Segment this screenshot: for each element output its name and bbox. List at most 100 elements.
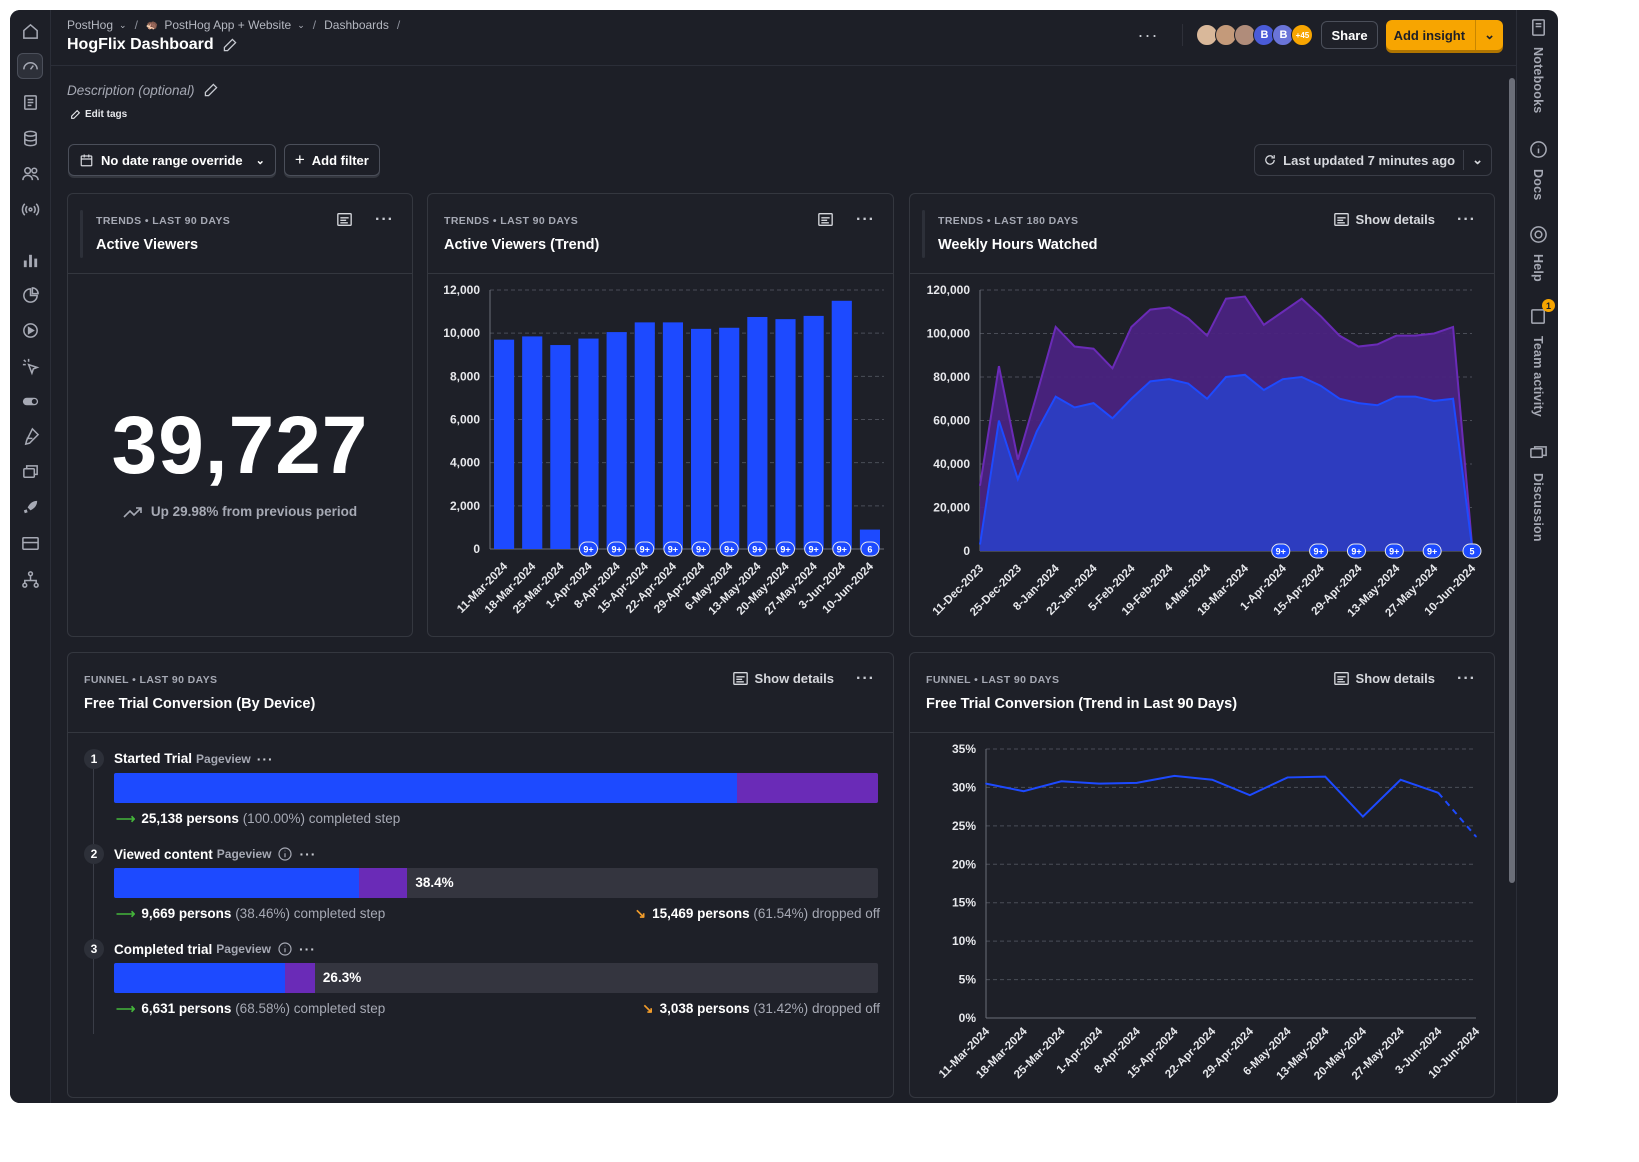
last-updated-button[interactable]: Last updated 7 minutes ago ⌄ [1254,144,1492,176]
dropped-persons: 3,038 persons [659,1001,750,1016]
dashboards-icon[interactable] [17,53,43,79]
scrollbar[interactable] [1509,78,1515,883]
feature-flags-icon[interactable] [17,388,43,414]
step-completed[interactable]: ⟶ 25,138 persons (100.00%) completed step [116,811,400,827]
step-dropped[interactable]: ↘ 15,469 persons (61.54%) dropped off [635,906,880,922]
weekly-hours-card[interactable]: TRENDS • LAST 180 DAYS Weekly Hours Watc… [909,193,1495,637]
experiments-icon[interactable] [17,423,43,449]
show-details-button[interactable]: Show details [732,671,834,686]
card-title[interactable]: Weekly Hours Watched [938,237,1098,253]
breadcrumb-dashboards[interactable]: Dashboards [324,18,389,32]
step-event: Pageview [216,847,272,861]
date-range-select[interactable]: No date range override ⌄ [68,144,276,176]
pencil-icon[interactable] [203,82,219,98]
info-icon[interactable] [277,846,293,862]
card-title[interactable]: Free Trial Conversion (Trend in Last 90 … [926,696,1238,712]
annotation-badge [691,541,711,557]
completed-pct: (68.58%) [235,1001,290,1016]
more-options-icon[interactable]: ··· [375,210,394,228]
active-viewers-trend-card[interactable]: TRENDS • LAST 90 DAYS Active Viewers (Tr… [427,193,894,637]
bar [831,300,852,549]
more-options-icon[interactable]: ··· [299,846,317,862]
surveys-icon[interactable] [17,459,43,485]
apps-icon[interactable] [17,566,43,592]
chevron-down-icon: ⌄ [255,154,265,167]
funnel-trend-line-chart[interactable]: 0%5%10%15%20%25%30%35%11-Mar-202418-Mar-… [910,733,1494,1097]
edit-tags-button[interactable]: Edit tags [70,109,127,120]
more-options-icon[interactable]: ··· [1457,210,1476,228]
add-insight-button[interactable]: Add insight ⌄ [1385,20,1503,50]
session-replay-icon[interactable] [17,317,43,343]
more-options-icon[interactable]: ··· [1137,25,1159,45]
step-bar[interactable]: 38.4% [114,868,878,898]
add-filter-button[interactable]: + Add filter [283,144,380,176]
add-insight-label[interactable]: Add insight [1393,27,1466,43]
annotation-badge-label: 9+ [809,545,819,555]
persons-icon[interactable] [17,160,43,186]
step-title: Completed trial [114,941,213,957]
chevron-down-icon[interactable]: ⌄ [119,19,127,30]
step-bar[interactable]: 26.3% [114,963,878,993]
step-bar-percent: 38.4% [415,875,454,890]
data-pipeline-icon[interactable] [17,530,43,556]
more-options-icon[interactable]: ··· [1457,669,1476,687]
show-details-button[interactable]: Show details [1333,671,1435,686]
web-analytics-icon[interactable] [17,282,43,308]
breadcrumb-project[interactable]: PostHog App + Website [164,18,292,32]
avatar[interactable]: +45 [1291,24,1314,46]
info-icon[interactable] [277,941,293,957]
details-icon[interactable] [817,212,834,227]
funnel-by-device-card[interactable]: FUNNEL • LAST 90 DAYS Free Trial Convers… [67,652,894,1098]
page-title-row: HogFlix Dashboard [67,36,238,54]
help-tab[interactable]: Help [1517,225,1558,282]
more-options-icon[interactable]: ··· [298,941,316,957]
chevron-down-icon[interactable]: ⌄ [1475,20,1503,50]
notebook-icon [1531,19,1545,36]
notebook-icon[interactable] [17,89,43,115]
more-options-icon[interactable]: ··· [856,210,875,228]
chevron-down-icon[interactable]: ⌄ [1463,150,1491,170]
card-title[interactable]: Active Viewers (Trend) [444,237,600,253]
early-access-icon[interactable] [17,494,43,520]
docs-tab[interactable]: Docs [1517,140,1558,200]
more-options-icon[interactable]: ··· [856,669,875,687]
avatar-stack[interactable]: B B +45 [1182,24,1314,46]
active-viewers-bar-chart[interactable]: 0 2,000 4,000 6,000 8,000 10,000 12,000 9+ 9+ 9+ 9… [428,274,893,636]
card-title[interactable]: Free Trial Conversion (By Device) [84,696,316,712]
step-dropped[interactable]: ↘ 3,038 persons (31.42%) dropped off [642,1001,880,1017]
description-field[interactable]: Description (optional) [67,82,219,98]
annotation-badge-label: 9+ [583,545,593,555]
activity-icon[interactable] [17,196,43,222]
card-title[interactable]: Active Viewers [96,237,199,253]
active-viewers-card[interactable]: TRENDS • LAST 90 DAYS Active Viewers ···… [67,193,413,637]
line-point [1475,835,1477,838]
description-placeholder[interactable]: Description (optional) [67,82,195,98]
line-point [1399,778,1402,781]
more-options-icon[interactable]: ··· [256,750,274,767]
product-analytics-icon[interactable] [17,247,43,273]
funnel-trend-card[interactable]: FUNNEL • LAST 90 DAYS Free Trial Convers… [909,652,1495,1098]
card-header: FUNNEL • LAST 90 DAYS Free Trial Convers… [68,653,893,733]
step-completed[interactable]: ⟶ 9,669 persons (38.46%) completed step [116,906,385,922]
chevron-down-icon[interactable]: ⌄ [297,19,305,30]
weekly-hours-area-chart[interactable]: 0 20,000 40,000 60,000 80,000 100,000 120,000 9… [910,274,1494,636]
step-bar[interactable] [114,773,878,803]
page-title[interactable]: HogFlix Dashboard [67,36,214,53]
team-activity-tab[interactable]: 1 Team activity [1517,299,1558,417]
pencil-icon [71,109,81,119]
y-tick-label: 100,000 [927,327,971,341]
home-icon[interactable] [17,18,43,44]
notebooks-tab[interactable]: Notebooks [1517,18,1558,113]
share-button[interactable]: Share [1321,21,1378,49]
breadcrumb-org[interactable]: PostHog [67,18,114,32]
discussion-tab[interactable]: Discussion [1517,444,1558,542]
card-actions: ··· [817,210,875,228]
details-icon[interactable] [336,212,353,227]
show-details-button[interactable]: Show details [1333,212,1435,227]
pencil-icon[interactable] [222,37,238,53]
toolbar-icon[interactable] [17,353,43,379]
database-icon[interactable] [17,125,43,151]
dropped-suffix: dropped off [811,906,880,921]
step-completed[interactable]: ⟶ 6,631 persons (68.58%) completed step [116,1001,385,1017]
card-actions: Show details ··· [732,669,875,687]
